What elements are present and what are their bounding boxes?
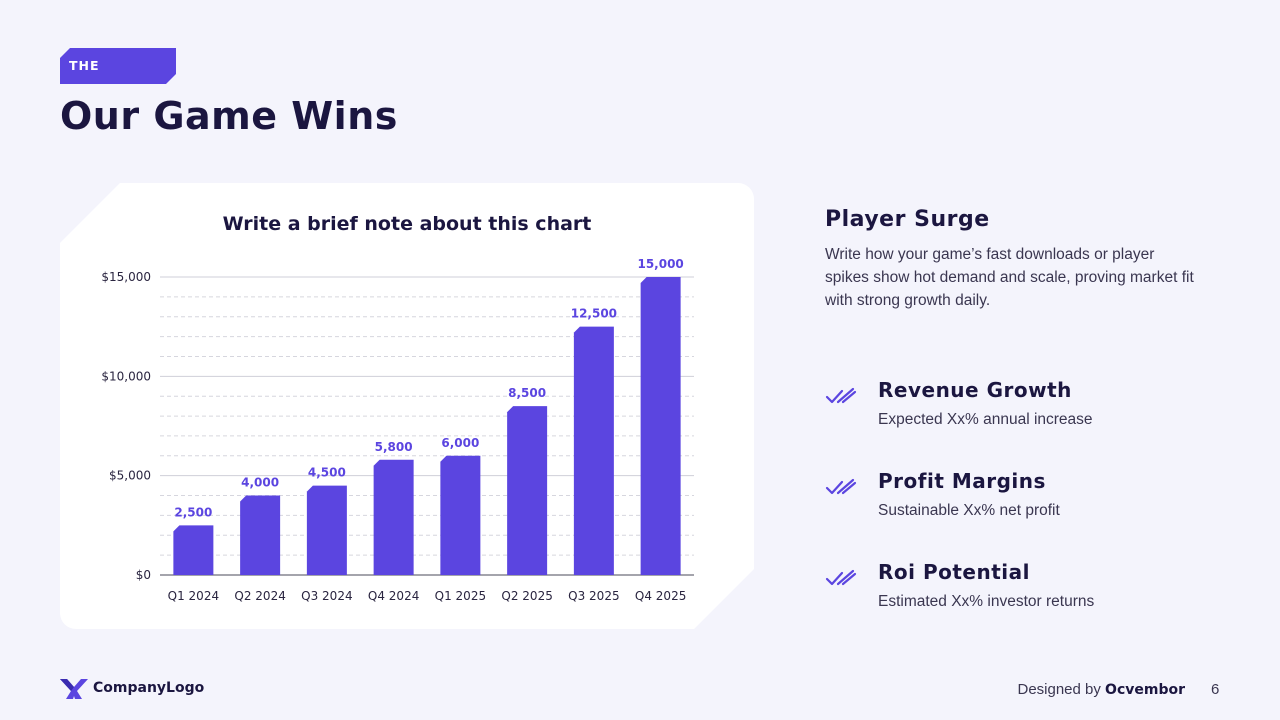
bar	[240, 496, 280, 575]
double-check-icon	[825, 387, 857, 404]
x-tick-label: Q1 2025	[435, 589, 486, 603]
bar-chart: $0 $5,000 $10,000 $15,000 2,500 Q1 2024 4,000 Q…	[60, 183, 754, 629]
bar-data-label: 15,000	[637, 257, 683, 271]
feature-desc: Expected Xx% annual increase	[878, 411, 1093, 428]
bar	[440, 456, 480, 575]
feature-title: Profit Margins	[878, 469, 1046, 493]
feature-desc: Sustainable Xx% net profit	[878, 502, 1060, 519]
bar	[574, 327, 614, 575]
bar	[374, 460, 414, 575]
section-badge: THE TRACTION	[60, 48, 176, 84]
y-tick-label: $0	[136, 568, 151, 582]
bar-data-label: 12,500	[571, 307, 617, 321]
feature-desc: Estimated Xx% investor returns	[878, 593, 1095, 610]
designer-brand: Ocvembor	[1105, 682, 1185, 698]
chart-title: Write a brief note about this chart	[222, 213, 592, 235]
bar-data-label: 8,500	[508, 386, 546, 400]
logo-mark-icon	[60, 679, 88, 699]
chart-card: Write a brief note about this chart $0 $5…	[60, 183, 754, 629]
feature-profit-margins: Profit Margins Sustainable Xx% net profi…	[825, 469, 1245, 529]
page-title: Our Game Wins	[60, 94, 398, 138]
double-check-icon	[825, 478, 857, 495]
bar	[307, 486, 347, 575]
x-tick-label: Q3 2025	[568, 589, 619, 603]
feature-roi-potential: Roi Potential Estimated Xx% investor ret…	[825, 560, 1245, 620]
page-number: 6	[1211, 681, 1220, 698]
y-tick-label: $5,000	[109, 469, 151, 483]
feature-revenue-growth: Revenue Growth Expected Xx% annual incre…	[825, 378, 1245, 438]
x-tick-label: Q1 2024	[168, 589, 219, 603]
feature-title: Revenue Growth	[878, 378, 1072, 402]
bar-data-label: 6,000	[441, 436, 479, 450]
x-tick-label: Q2 2025	[501, 589, 552, 603]
y-tick-label: $10,000	[101, 369, 151, 383]
double-check-icon	[825, 569, 857, 586]
feature-title: Roi Potential	[878, 560, 1030, 584]
designed-prefix: Designed by	[1017, 681, 1101, 698]
player-surge-title: Player Surge	[825, 207, 990, 232]
bar-data-label: 4,000	[241, 476, 279, 490]
bar	[641, 277, 681, 575]
bar	[173, 525, 213, 575]
company-logo: CompanyLogo	[60, 679, 220, 699]
x-tick-label: Q3 2024	[301, 589, 352, 603]
player-surge-text: Write how your game’s fast downloads or …	[825, 246, 1194, 309]
bar-data-label: 2,500	[174, 505, 212, 519]
x-tick-label: Q2 2024	[234, 589, 285, 603]
bar-data-label: 4,500	[308, 466, 346, 480]
y-tick-label: $15,000	[101, 270, 151, 284]
x-tick-label: Q4 2025	[635, 589, 686, 603]
logo-text: CompanyLogo	[93, 680, 205, 696]
designed-by: Designed by Ocvembor	[1017, 681, 1185, 698]
bar-data-label: 5,800	[375, 440, 413, 454]
bar	[507, 406, 547, 575]
x-tick-label: Q4 2024	[368, 589, 419, 603]
